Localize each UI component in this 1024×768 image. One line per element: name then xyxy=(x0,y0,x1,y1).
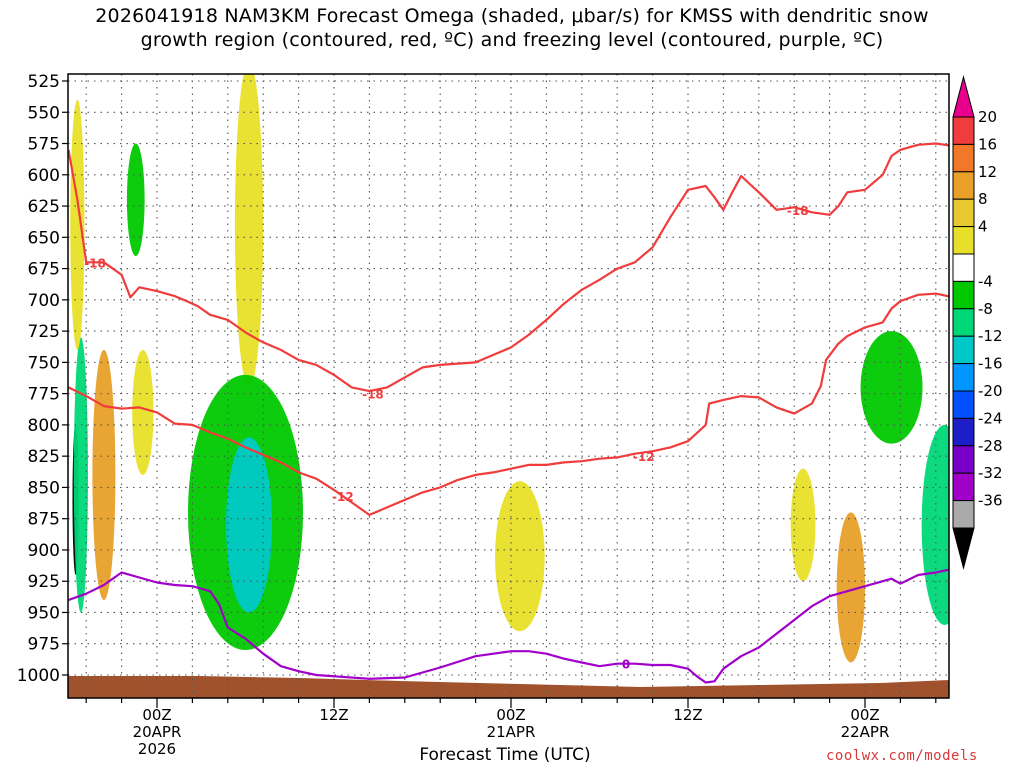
y-tick-label: 900 xyxy=(28,541,60,561)
omega-region-sinking-upper-left xyxy=(70,99,85,350)
y-tick-label: 650 xyxy=(28,228,60,248)
y-tick-label: 675 xyxy=(28,260,60,280)
title-line-2: growth region (contoured, red, ºC) and f… xyxy=(140,29,884,51)
colorbar-label: -32 xyxy=(978,464,1003,482)
colorbar-swatch xyxy=(952,198,975,228)
y-tick-label: 775 xyxy=(28,385,60,405)
omega-region-sinking-left-mid xyxy=(132,349,154,475)
contour-label: 0 xyxy=(622,658,630,672)
y-tick-label: 950 xyxy=(28,603,60,623)
contour-labels: -18 -18 -18 -12 -12 0 xyxy=(84,204,809,672)
x-tick-label: 21APR xyxy=(487,723,536,741)
omega-shading xyxy=(70,74,949,663)
y-tick-label: 700 xyxy=(28,291,60,311)
colorbar-swatch xyxy=(952,253,975,282)
contour-dendritic-upper xyxy=(68,142,949,393)
colorbar-swatch xyxy=(952,226,975,255)
title-line-1: 2026041918 NAM3KM Forecast Omega (shaded… xyxy=(95,5,929,27)
colorbar-swatch xyxy=(952,472,975,502)
y-tick-label: 600 xyxy=(28,166,60,186)
colorbar-swatch xyxy=(952,445,975,474)
colorbar-label: 12 xyxy=(978,163,997,181)
y-tick-label: 850 xyxy=(28,478,60,498)
y-tick-label: 575 xyxy=(28,135,60,155)
x-axis-title: Forecast Time (UTC) xyxy=(419,745,591,765)
ground-terrain xyxy=(68,676,949,698)
colorbar-label: -4 xyxy=(978,272,993,290)
y-tick-label: 725 xyxy=(28,322,60,342)
colorbar-label: 16 xyxy=(978,135,997,153)
omega-region-rising-late-low xyxy=(921,424,949,625)
y-tick-label: 750 xyxy=(28,353,60,373)
omega-region-rising-upper-small xyxy=(126,143,145,257)
colorbar-label: -28 xyxy=(978,437,1003,455)
contour-label: -18 xyxy=(787,204,809,218)
y-tick-label: 925 xyxy=(28,572,60,592)
contours xyxy=(68,142,949,684)
y-tick-label: 550 xyxy=(28,103,60,123)
omega-region-sinking-left-low xyxy=(92,349,116,600)
colorbar-label: -24 xyxy=(978,409,1003,427)
colorbar-label: -16 xyxy=(978,355,1003,373)
omega-region-sinking-late-small xyxy=(790,468,816,582)
y-axis: 525 550 575 600 625 650 675 700 725 750 775 800 825 8… xyxy=(17,72,68,686)
colorbar-swatch xyxy=(952,335,975,365)
colorbar-label: -36 xyxy=(978,492,1003,510)
x-tick-label: 2026 xyxy=(138,740,176,758)
omega-region-rising-main-core xyxy=(226,437,273,613)
y-tick-label: 800 xyxy=(28,416,60,436)
omega-region-rising-late-upper xyxy=(860,331,923,444)
y-tick-label: 525 xyxy=(28,72,60,92)
x-tick-label: 20APR xyxy=(133,723,182,741)
contour-label: -12 xyxy=(332,490,354,504)
contour-freezing-level xyxy=(68,568,949,684)
colorbar-label: 8 xyxy=(978,190,988,208)
y-tick-label: 975 xyxy=(28,635,60,655)
colorbar-swatch xyxy=(952,390,975,419)
contour-dendritic-lower xyxy=(68,292,949,517)
omega-region-sinking-late-low xyxy=(836,512,866,663)
colorbar-label: -12 xyxy=(978,327,1003,345)
colorbar-swatch xyxy=(952,171,975,200)
x-tick-label: 00Z xyxy=(850,706,879,724)
contour-label: -18 xyxy=(362,388,384,402)
omega-region-sinking-column xyxy=(234,74,264,388)
x-tick-label: 22APR xyxy=(841,723,890,741)
colorbar-swatch xyxy=(952,500,975,529)
colorbar-top-arrow xyxy=(952,75,975,118)
colorbar-bottom-arrow xyxy=(952,527,975,570)
x-tick-label: 00Z xyxy=(496,706,525,724)
terrain-ground xyxy=(68,676,949,698)
y-tick-label: 875 xyxy=(28,510,60,530)
colorbar-swatch xyxy=(952,417,975,447)
grid xyxy=(68,74,949,698)
x-tick-label: 12Z xyxy=(319,706,348,724)
contour-label: -12 xyxy=(633,450,655,464)
colorbar-label: -20 xyxy=(978,382,1003,400)
colorbar-label: 20 xyxy=(978,108,997,126)
plot-frame xyxy=(67,73,950,699)
colorbar-swatch xyxy=(952,363,975,392)
contour-label: -18 xyxy=(84,256,106,270)
colorbar-label: -8 xyxy=(978,300,993,318)
colorbar-label: 4 xyxy=(978,218,988,236)
y-tick-label: 825 xyxy=(28,447,60,467)
colorbar: 20 16 12 8 4 -4 -8 -12 -16 -20 -24 -28 -32 -36 xyxy=(952,75,1003,570)
chart-title: 2026041918 NAM3KM Forecast Omega (shaded… xyxy=(0,4,1024,52)
y-tick-label: 1000 xyxy=(17,666,60,686)
colorbar-swatch xyxy=(952,143,975,173)
y-tick-label: 625 xyxy=(28,197,60,217)
omega-region-rising-band-left xyxy=(73,337,88,613)
credit-text: coolwx.com/models xyxy=(826,748,978,764)
colorbar-swatch xyxy=(952,116,975,145)
colorbar-swatch xyxy=(952,280,975,310)
x-tick-label: 00Z xyxy=(142,706,171,724)
omega-region-sinking-midday xyxy=(495,481,545,632)
colorbar-swatch xyxy=(952,308,975,337)
x-tick-label: 12Z xyxy=(673,706,702,724)
